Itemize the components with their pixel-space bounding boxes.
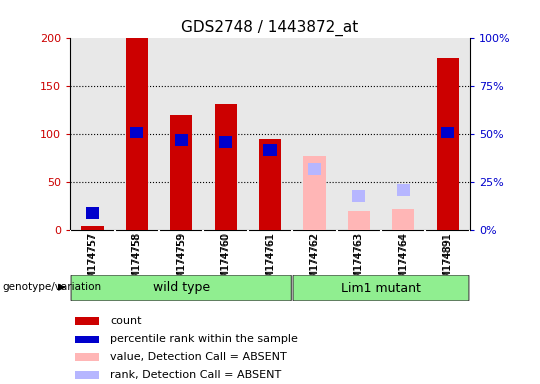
Bar [303, 156, 326, 230]
Bar [75, 371, 99, 379]
Text: GSM174759: GSM174759 [176, 233, 186, 292]
Bar [75, 317, 99, 325]
Bar [348, 211, 370, 230]
Bar [436, 58, 458, 230]
Text: GSM174763: GSM174763 [354, 233, 364, 292]
Bar [214, 104, 237, 230]
Text: Lim1 mutant: Lim1 mutant [341, 281, 421, 295]
Text: GSM174764: GSM174764 [398, 233, 408, 292]
Text: value, Detection Call = ABSENT: value, Detection Call = ABSENT [110, 352, 287, 362]
Text: percentile rank within the sample: percentile rank within the sample [110, 334, 298, 344]
Text: rank, Detection Call = ABSENT: rank, Detection Call = ABSENT [110, 370, 281, 380]
Bar [130, 127, 144, 138]
Bar [396, 184, 410, 196]
Bar [219, 136, 232, 148]
Bar [170, 115, 192, 230]
Bar [126, 38, 148, 230]
FancyBboxPatch shape [293, 275, 469, 301]
Bar [82, 225, 104, 230]
Bar [75, 353, 99, 361]
Bar [75, 336, 99, 343]
Bar [352, 190, 366, 202]
Bar [264, 144, 276, 156]
Text: wild type: wild type [153, 281, 210, 295]
Bar [259, 139, 281, 230]
Text: genotype/variation: genotype/variation [3, 282, 102, 292]
Text: GSM174891: GSM174891 [443, 233, 453, 291]
Text: count: count [110, 316, 141, 326]
Text: GSM174760: GSM174760 [221, 233, 231, 292]
Title: GDS2748 / 1443872_at: GDS2748 / 1443872_at [181, 20, 359, 36]
Text: GSM174762: GSM174762 [309, 233, 319, 292]
Bar [86, 207, 99, 219]
Text: GSM174757: GSM174757 [87, 233, 97, 292]
Bar [174, 134, 188, 146]
Text: GSM174758: GSM174758 [132, 233, 142, 292]
Bar [441, 127, 454, 138]
Bar [308, 163, 321, 175]
Text: GSM174761: GSM174761 [265, 233, 275, 292]
FancyBboxPatch shape [71, 275, 291, 301]
Bar [392, 209, 414, 230]
